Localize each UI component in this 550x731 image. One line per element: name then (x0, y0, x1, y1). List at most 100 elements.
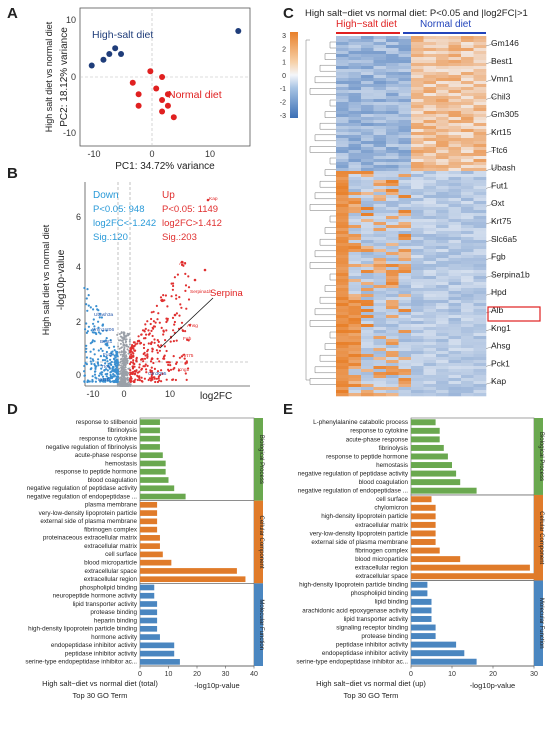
volcano-point-up (130, 380, 133, 383)
heatmap-cell (448, 180, 462, 184)
heatmap-cell (473, 342, 487, 346)
heatmap-cell (398, 321, 412, 325)
heatmap-cell (348, 252, 362, 256)
volcano-point-down (92, 318, 95, 321)
heatmap-cell (461, 81, 474, 85)
volcano-point-up (172, 284, 175, 288)
pca-point (170, 114, 177, 121)
heatmap-cell (411, 105, 424, 109)
heatmap-cell (411, 264, 424, 268)
heatmap-cell (386, 48, 399, 52)
heatmap-cell (348, 177, 362, 181)
heatmap-cell (361, 318, 374, 322)
heatmap-cell (361, 135, 374, 139)
volcano-point-up (143, 377, 146, 380)
heatmap-cell (348, 288, 362, 292)
heatmap-cell (461, 69, 474, 73)
heatmap-cell (461, 99, 474, 103)
heatmap-cell (361, 366, 374, 370)
heatmap-cell (373, 84, 387, 88)
heatmap-cell (373, 240, 387, 244)
heatmap-cell (423, 270, 437, 274)
heatmap-cell (348, 273, 362, 277)
heatmap-cell (336, 204, 349, 208)
heatmap-cell (473, 261, 487, 265)
go-bar (411, 633, 436, 640)
heatmap-dendro-branch (314, 134, 336, 142)
heatmap-cell (448, 75, 462, 79)
heatmap-cell (423, 300, 437, 304)
heatmap-cell (336, 126, 349, 130)
go-term-label: acute-phase response (75, 452, 138, 459)
volcano-point-down (97, 326, 100, 329)
heatmap-cell (411, 375, 424, 379)
heatmap-gene-label: Alb (491, 305, 504, 315)
heatmap-cell (348, 81, 362, 85)
heatmap-cell (473, 309, 487, 313)
go-bar (411, 427, 440, 434)
heatmap-cell (386, 120, 399, 124)
heatmap-cell (473, 387, 487, 391)
heatmap-cell (423, 165, 437, 169)
heatmap-cell (361, 267, 374, 271)
volcano-point-up (184, 262, 187, 265)
heatmap-cell (411, 114, 424, 118)
heatmap-cell (398, 363, 412, 367)
heatmap-cell (361, 381, 374, 385)
heatmap-cell (361, 360, 374, 364)
heatmap-cell (373, 282, 387, 286)
heatmap-gene-label: Serpina1b (491, 269, 530, 279)
heatmap-cell (386, 252, 399, 256)
heatmap-gene-leader (485, 60, 497, 65)
heatmap-cell (448, 84, 462, 88)
volcano-gene-labels: KapAlbSerpina1bAhsgFgbKrt75Kng1Ubash3aVm… (92, 196, 218, 383)
heatmap-cell (448, 63, 462, 67)
heatmap-cell (411, 75, 424, 79)
volcano-point-up (165, 349, 168, 353)
volcano-point-up (135, 369, 138, 372)
heatmap-cell (336, 177, 349, 181)
heatmap-cell (386, 162, 399, 166)
volcano-up-p: P<0.05: 1149 (162, 204, 218, 215)
volcano-point-down (106, 372, 109, 375)
heatmap-cell (448, 282, 462, 286)
heatmap-cell (373, 369, 387, 373)
heatmap-cell (398, 201, 412, 205)
heatmap-cell (373, 48, 387, 52)
heatmap-cell (336, 393, 349, 397)
heatmap-cell (411, 363, 424, 367)
heatmap-cell (336, 153, 349, 157)
go-term-label: extracellular region (84, 576, 138, 583)
heatmap-cell (336, 111, 349, 115)
volcano-point-up (173, 323, 176, 326)
volcano-point-up (156, 351, 159, 354)
heatmap-cell (423, 210, 437, 214)
heatmap-cell (336, 144, 349, 148)
heatmap-cell (386, 237, 399, 241)
heatmap-cell (398, 303, 412, 307)
heatmap-cell (448, 288, 462, 292)
heatmap-cell (473, 336, 487, 340)
heatmap-cell (411, 345, 424, 349)
heatmap-cell (386, 285, 399, 289)
volcano-gene-label-up: Krt75 (182, 353, 194, 359)
heatmap-cell (423, 318, 437, 322)
heatmap-cell (336, 105, 349, 109)
volcano-point-up (166, 305, 169, 308)
heatmap-cell (336, 213, 349, 217)
heatmap-dendro-branch (319, 64, 336, 72)
volcano-gene-label-down: Best1 (100, 339, 113, 345)
heatmap-cell (448, 345, 462, 349)
volcano-point-down (103, 359, 107, 362)
heatmap-cell (336, 135, 349, 139)
heatmap-cell (398, 393, 412, 397)
heatmap-cell (423, 342, 437, 346)
volcano-point-up (174, 378, 177, 382)
heatmap-cell (473, 225, 487, 229)
heatmap-cell (461, 357, 474, 361)
go-term-label: negative regulation of peptidase activit… (27, 485, 138, 492)
volcano-point-up (185, 378, 188, 381)
heatmap-cell (436, 273, 449, 277)
heatmap-cell (398, 108, 412, 112)
volcano-point-down (85, 297, 88, 300)
